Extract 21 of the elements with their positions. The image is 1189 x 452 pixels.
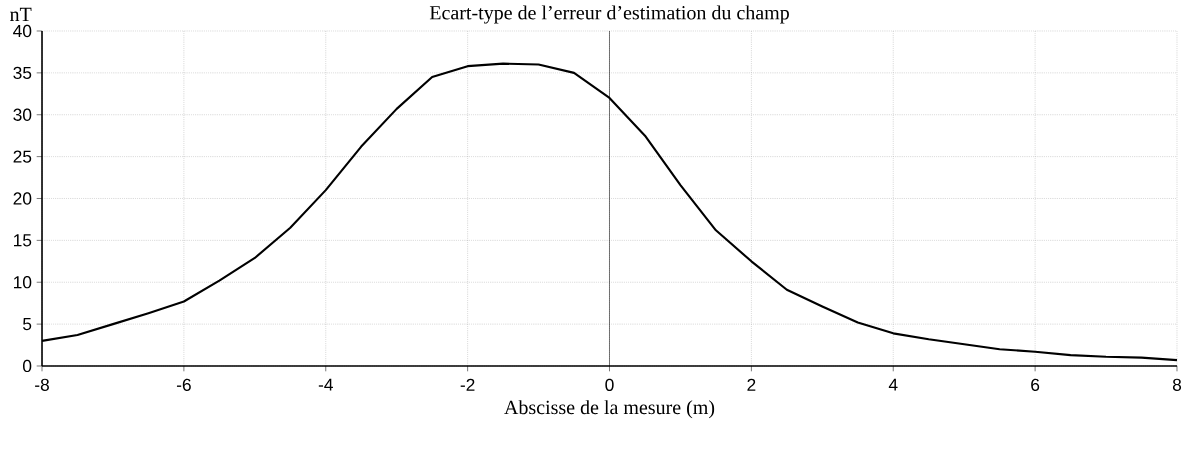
y-axis-title: nT xyxy=(10,7,32,21)
y-tick-label: 20 xyxy=(13,192,32,205)
x-tick-label: -2 xyxy=(460,378,475,391)
y-tick-label: 5 xyxy=(23,318,32,331)
chart-title: Ecart-type de l’erreur d’estimation du champ xyxy=(429,5,789,24)
y-tick-label: 10 xyxy=(14,276,32,289)
x-tick-label: 6 xyxy=(1031,378,1040,391)
x-tick-label: 2 xyxy=(747,378,756,391)
x-tick-label: -4 xyxy=(318,378,333,391)
x-tick-label: -6 xyxy=(176,378,191,391)
x-tick-label: 4 xyxy=(888,378,898,391)
y-tick-label: 35 xyxy=(13,66,32,79)
x-tick-label: -8 xyxy=(35,378,49,391)
x-tick-label: 0 xyxy=(605,378,614,391)
y-tick-label: 40 xyxy=(13,24,32,38)
x-axis-title: Abscisse de la mesure (m) xyxy=(504,400,715,419)
y-tick-label: 15 xyxy=(14,234,32,247)
x-tick-label: 8 xyxy=(1172,378,1182,391)
y-tick-label: 25 xyxy=(13,150,32,163)
y-tick-label: 0 xyxy=(23,359,32,373)
y-tick-label: 30 xyxy=(13,108,32,121)
